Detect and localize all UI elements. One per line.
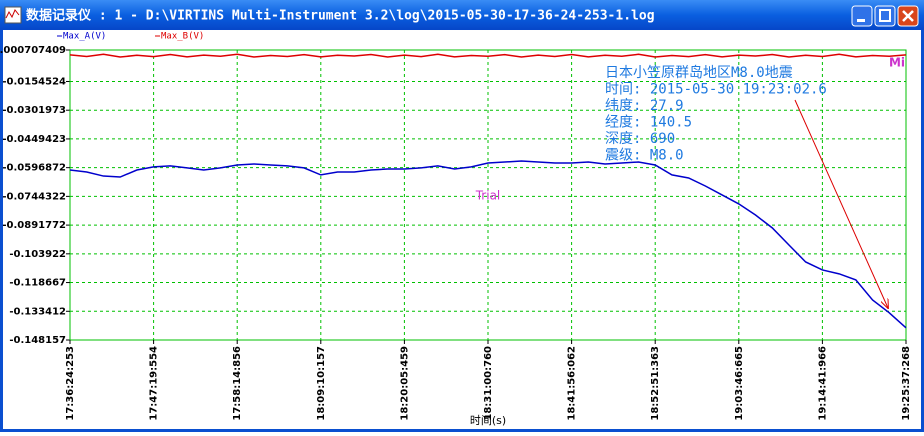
close-glyph <box>902 10 914 22</box>
x-tick-label: 19:03:46:665 <box>734 346 745 421</box>
x-tick-label: 18:52:51:363 <box>650 346 661 421</box>
info-line: 时间: 2015-05-30 19:23:02.6 <box>605 82 827 98</box>
x-axis-label: 时间(s) <box>470 414 506 427</box>
info-line: 经度: 140.5 <box>605 115 692 131</box>
x-tick-label: 18:20:05:459 <box>399 346 410 421</box>
maximize-glyph <box>879 9 891 22</box>
annotation-arrow <box>794 99 888 308</box>
x-tick-label: 19:14:41:966 <box>817 346 828 421</box>
watermark: Trial <box>475 189 501 203</box>
x-tick-label: 19:25:37:268 <box>901 346 912 421</box>
info-line: 纬度: 27.9 <box>605 98 684 114</box>
minimize-button[interactable] <box>851 5 873 27</box>
x-tick-label: 18:41:56:062 <box>567 346 578 421</box>
y-tick-label: -0.0596872 <box>2 163 66 174</box>
y-tick-label: 0.000707409 <box>0 45 66 56</box>
y-tick-label: -0.0301973 <box>2 105 66 116</box>
x-tick-label: 17:36:24:253 <box>65 346 76 421</box>
window-title: 数据记录仪 : 1 - D:\VIRTINS Multi-Instrument … <box>26 8 655 24</box>
y-tick-label: -0.103922 <box>9 249 66 260</box>
title-bar <box>0 0 924 30</box>
y-tick-label: -0.0154524 <box>2 76 66 87</box>
x-tick-label: 18:31:00:760 <box>483 346 494 421</box>
y-tick-label: -0.0449423 <box>2 134 66 145</box>
app-icon-glyph <box>5 9 20 19</box>
series-line <box>69 160 907 329</box>
series-line <box>69 53 907 58</box>
minimize-glyph <box>857 19 865 22</box>
legend-entry: Max_A(V) <box>63 32 106 42</box>
y-tick-label: -0.0744322 <box>2 191 66 202</box>
y-tick-label: -0.118667 <box>9 278 66 289</box>
info-line: 日本小笠原群岛地区M8.0地震 <box>605 65 793 81</box>
info-line: 深度: 690 <box>605 131 675 147</box>
x-tick-label: 17:47:19:554 <box>149 346 160 421</box>
x-tick-label: 17:58:14:856 <box>232 346 243 421</box>
corner-label: Mi <box>889 56 905 70</box>
chart: 0.000707409 -0.0154524 -0.0301973 -0.044942… <box>0 32 912 428</box>
y-tick-label: -0.148157 <box>9 335 66 346</box>
y-tick-label: -0.0891772 <box>2 220 66 231</box>
info-line: 震级: M8.0 <box>605 148 684 164</box>
legend-entry: Max_B(V) <box>161 32 204 42</box>
y-tick-label: -0.133412 <box>9 306 66 317</box>
x-tick-label: 18:09:10:157 <box>316 346 327 421</box>
